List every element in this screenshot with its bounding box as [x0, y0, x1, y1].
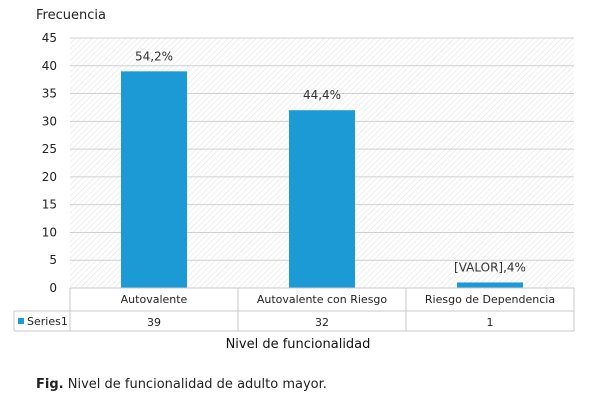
caption-text: Nivel de funcionalidad de adulto mayor.	[63, 377, 327, 392]
legend-label: Series1	[27, 315, 68, 328]
data-label: 54,2%	[135, 49, 173, 63]
figure-caption: Fig. Nivel de funcionalidad de adulto ma…	[36, 377, 327, 392]
y-tick-label: 0	[49, 281, 57, 295]
table-value: 32	[315, 316, 329, 329]
bar	[121, 71, 187, 288]
data-label: 44,4%	[303, 88, 341, 102]
y-tick-label: 5	[49, 253, 57, 267]
x-axis-title: Nivel de funcionalidad	[225, 337, 371, 352]
y-tick-label: 25	[42, 142, 57, 156]
y-tick-label: 15	[42, 198, 57, 212]
y-tick-label: 40	[42, 59, 57, 73]
y-axis-title: Frecuencia	[36, 8, 106, 23]
y-tick-label: 30	[42, 114, 57, 128]
table-value: 39	[147, 316, 161, 329]
legend-swatch	[18, 318, 24, 324]
category-label: Autovalente	[121, 293, 188, 306]
category-label: Autovalente con Riesgo	[257, 293, 388, 306]
y-tick-label: 45	[42, 31, 57, 45]
bar	[289, 110, 355, 288]
table-value: 1	[487, 316, 494, 329]
data-label: [VALOR],4%	[454, 260, 526, 274]
y-tick-label: 35	[42, 87, 57, 101]
bar	[457, 282, 523, 288]
caption-prefix: Fig.	[36, 377, 64, 392]
y-tick-label: 10	[42, 225, 57, 239]
category-label: Riesgo de Dependencia	[425, 293, 555, 306]
y-tick-label: 20	[42, 170, 57, 184]
